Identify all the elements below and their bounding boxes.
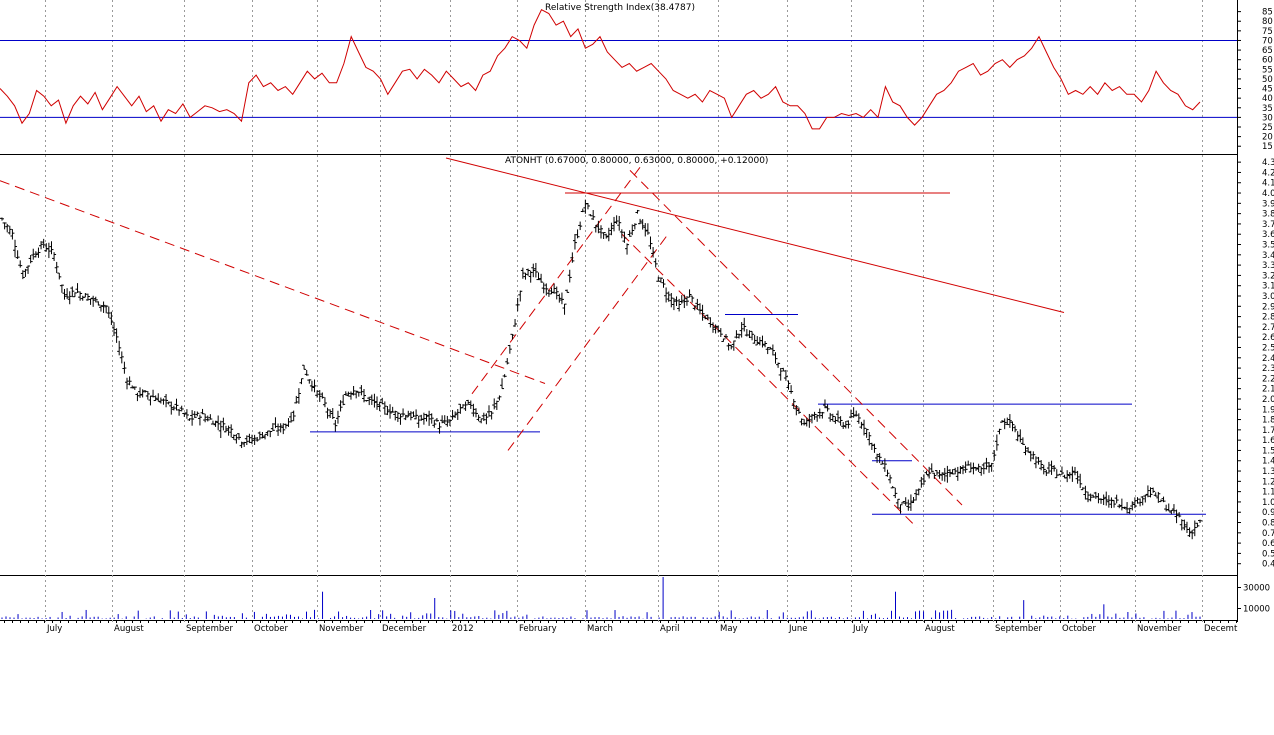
price-tick-label: 1.9	[1262, 405, 1274, 415]
price-tick-label: 1.8	[1262, 416, 1274, 426]
price-tick-label: 0.4	[1262, 560, 1274, 570]
price-tick-label: 3.4	[1262, 251, 1274, 261]
price-tick-label: 3.9	[1262, 199, 1274, 209]
rsi-tick-label: 65	[1262, 46, 1273, 56]
price-tick-label: 1.4	[1262, 457, 1274, 467]
rsi-tick-label: 55	[1262, 65, 1273, 75]
x-axis-label: August	[114, 624, 144, 634]
x-axis-label: July	[852, 624, 868, 634]
rsi-tick-label: 60	[1262, 56, 1273, 66]
price-tick-label: 0.5	[1262, 549, 1274, 559]
rsi-tick-label: 45	[1262, 85, 1273, 95]
price-tick-label: 2.0	[1262, 395, 1274, 405]
x-axis-label: February	[519, 624, 557, 634]
x-axis-label: September	[186, 624, 233, 634]
price-tick-label: 2.5	[1262, 343, 1274, 353]
rsi-tick-label: 50	[1262, 75, 1273, 85]
price-tick-label: 3.0	[1262, 292, 1274, 302]
x-axis-label: November	[1137, 624, 1182, 634]
price-tick-label: 2.2	[1262, 374, 1274, 384]
price-tick-label: 3.3	[1262, 261, 1274, 271]
price-tick-label: 3.6	[1262, 230, 1274, 240]
x-axis-label: November	[319, 624, 364, 634]
volume-tick-label: 30000	[1243, 584, 1270, 594]
price-tick-label: 3.7	[1262, 220, 1274, 230]
rsi-tick-label: 40	[1262, 94, 1273, 104]
price-tick-label: 4.3	[1262, 158, 1274, 168]
price-tick-label: 4.2	[1262, 168, 1274, 178]
rsi-tick-label: 80	[1262, 17, 1273, 27]
volume-y-axis: 30000 10000	[1237, 584, 1270, 615]
rsi-tick-label: 30	[1262, 113, 1273, 123]
price-tick-label: 3.2	[1262, 271, 1274, 281]
price-tick-label: 3.8	[1262, 210, 1274, 220]
price-tick-label: 0.9	[1262, 508, 1274, 518]
price-tick-label: 1.1	[1262, 488, 1274, 498]
price-tick-label: 2.9	[1262, 302, 1274, 312]
x-axis-label: September	[995, 624, 1042, 634]
price-tick-label: 4.0	[1262, 189, 1274, 199]
rsi-title: Relative Strength Index(38.4787)	[545, 3, 695, 13]
month-gridlines	[45, 0, 1203, 622]
price-tick-label: 2.8	[1262, 313, 1274, 323]
price-tick-label: 2.1	[1262, 385, 1274, 395]
falling-channel-upper	[629, 170, 963, 506]
rsi-reference-lines	[0, 39, 1237, 118]
x-axis-label: October	[1062, 624, 1097, 634]
solid-downtrend-line	[445, 157, 1065, 313]
price-level-lines	[310, 192, 1206, 515]
x-axis-label: 2012	[452, 624, 474, 634]
price-tick-label: 1.0	[1262, 498, 1274, 508]
rsi-series-line	[0, 9, 1201, 130]
price-tick-label: 2.3	[1262, 364, 1274, 374]
price-bars	[0, 199, 1202, 540]
x-axis-label: April	[660, 624, 679, 634]
rsi-tick-label: 35	[1262, 104, 1273, 114]
rsi-tick-label: 75	[1262, 27, 1273, 37]
volume-bars	[1, 577, 1201, 619]
price-tick-label: 1.7	[1262, 426, 1274, 436]
rsi-tick-label: 70	[1262, 36, 1273, 46]
falling-channel-lower	[621, 233, 918, 529]
x-axis-label: Decemt	[1204, 624, 1238, 634]
price-tick-label: 4.1	[1262, 179, 1274, 189]
volume-tick-label: 10000	[1243, 605, 1270, 615]
price-tick-label: 2.7	[1262, 323, 1274, 333]
price-tick-label: 1.5	[1262, 446, 1274, 456]
rsi-tick-label: 20	[1262, 133, 1273, 143]
rising-channel-upper	[471, 166, 641, 395]
price-tick-label: 1.3	[1262, 467, 1274, 477]
x-axis-label: December	[382, 624, 427, 634]
x-axis-label: August	[925, 624, 955, 634]
price-trendlines	[0, 157, 1065, 529]
rsi-tick-label: 15	[1262, 142, 1273, 152]
price-tick-label: 3.1	[1262, 282, 1274, 292]
rsi-tick-label: 25	[1262, 123, 1273, 133]
rsi-tick-label: 85	[1262, 8, 1273, 18]
price-tick-label: 3.5	[1262, 241, 1274, 251]
rsi-panel: Relative Strength Index(38.4787) 8580757…	[0, 3, 1273, 152]
price-tick-label: 2.4	[1262, 354, 1274, 364]
price-tick-label: 0.6	[1262, 539, 1274, 549]
price-tick-label: 0.7	[1262, 529, 1274, 539]
x-axis: July August September October November Decemb…	[4, 620, 1238, 634]
price-title: ATONHT (0.67000, 0.80000, 0.63000, 0.800…	[505, 156, 768, 166]
dashed-downtrend-line	[0, 180, 546, 384]
price-tick-label: 0.8	[1262, 519, 1274, 529]
price-tick-label: 1.6	[1262, 436, 1274, 446]
x-axis-label: May	[720, 624, 738, 634]
price-panel: ATONHT (0.67000, 0.80000, 0.63000, 0.800…	[0, 156, 1274, 570]
price-y-axis: 4.34.24.14.03.93.83.73.63.53.43.33.23.13…	[1237, 158, 1274, 570]
price-tick-label: 2.6	[1262, 333, 1274, 343]
x-axis-label: June	[788, 624, 808, 634]
x-axis-label: July	[46, 624, 62, 634]
volume-panel: 30000 10000	[1, 577, 1270, 619]
x-axis-label: March	[587, 624, 613, 634]
price-tick-label: 1.2	[1262, 477, 1274, 487]
x-axis-label: October	[254, 624, 289, 634]
rising-channel-lower	[507, 233, 669, 451]
frame	[0, 0, 1238, 622]
